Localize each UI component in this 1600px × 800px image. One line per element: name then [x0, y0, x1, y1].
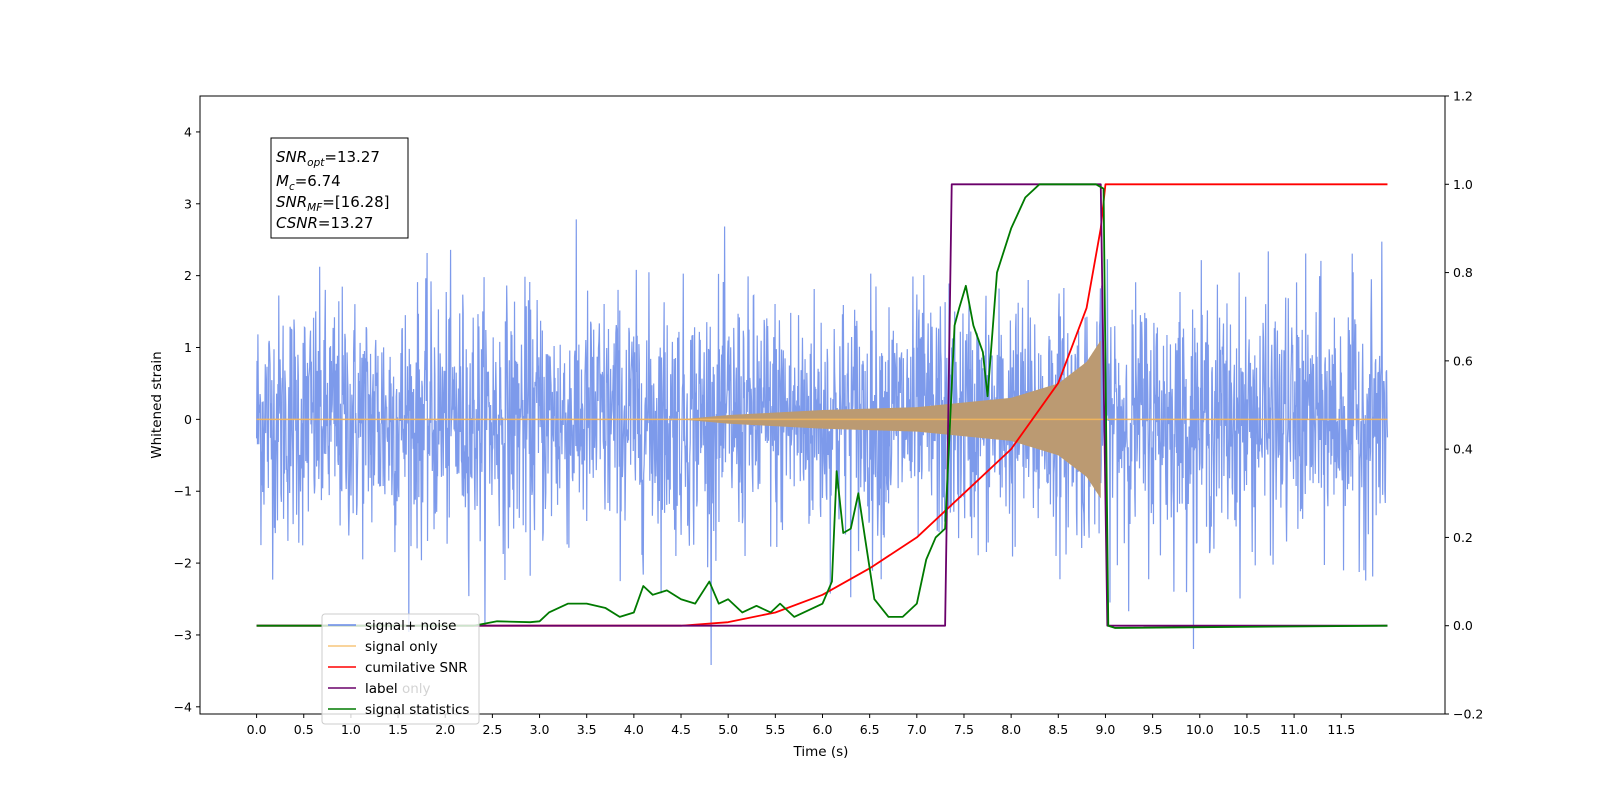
- y2-tick-label: 1.0: [1453, 177, 1473, 192]
- y2-tick-label: −0.2: [1453, 707, 1483, 722]
- y-tick-label: 3: [184, 196, 192, 211]
- x-tick-label: 6.0: [813, 722, 833, 737]
- csnr-value: =13.27: [318, 214, 374, 232]
- y-tick-label: 1: [184, 340, 192, 355]
- y2-tick-label: 1.2: [1453, 89, 1473, 104]
- y-tick-label: −4: [174, 699, 192, 714]
- y-axis-label: Whitened strain: [149, 351, 165, 458]
- x-tick-label: 9.0: [1096, 722, 1116, 737]
- series-signal-noise-line: [255, 219, 1389, 666]
- x-tick-label: 8.5: [1048, 722, 1068, 737]
- y2-tick-label: 0.8: [1453, 265, 1473, 280]
- y-tick-label: 0: [184, 412, 192, 427]
- x-tick-label: 11.5: [1327, 722, 1355, 737]
- x-tick-label: 0.5: [294, 722, 314, 737]
- snr-annotation-box: SNRopt=13.27 Mc=6.74 SNRMF=[16.28] CSNR=…: [270, 137, 409, 239]
- series-label-line: [256, 183, 1388, 627]
- svg-text:Mc=6.74: Mc=6.74: [276, 172, 341, 193]
- legend-label-4: label only: [365, 681, 431, 697]
- x-tick-label: 4.5: [671, 722, 691, 737]
- legend-label-2: cumilative SNR: [365, 660, 468, 676]
- x-tick-label: 11.0: [1280, 722, 1308, 737]
- y-tick-label: −2: [174, 556, 192, 571]
- legend-label-5: signal statistics: [365, 702, 469, 718]
- y2-tick-label: 0.6: [1453, 353, 1473, 368]
- x-tick-label: 2.5: [482, 722, 502, 737]
- legend-label-1: signal only: [365, 639, 438, 655]
- y2-tick-label: 0.0: [1453, 618, 1473, 633]
- svg-text:SNRopt=13.27: SNRopt=13.27: [276, 148, 380, 169]
- x-tick-label: 3.5: [577, 722, 597, 737]
- x-tick-label: 2.0: [435, 722, 455, 737]
- legend-label-0: signal+ noise: [365, 618, 456, 634]
- y-axis-right: 1.2 1.0 0.8 0.6 0.4 0.2 0.0 −0.2: [1445, 89, 1483, 722]
- x-tick-label: 5.5: [765, 722, 785, 737]
- x-tick-label: 7.0: [907, 722, 927, 737]
- x-tick-label: 4.0: [624, 722, 644, 737]
- svg-text:CSNR=13.27: CSNR=13.27: [276, 214, 373, 232]
- x-tick-label: 9.5: [1143, 722, 1163, 737]
- x-tick-label: 8.0: [1001, 722, 1021, 737]
- svg-text:SNRMF=[16.28]: SNRMF=[16.28]: [276, 193, 390, 214]
- y-tick-label: 2: [184, 268, 192, 283]
- x-tick-label: 6.5: [860, 722, 880, 737]
- y-tick-label: −3: [174, 627, 192, 642]
- x-tick-label: 1.0: [341, 722, 361, 737]
- x-axis: 0.0 0.5 1.0 1.5 2.0 2.5 3.0 3.5 4.0 4.5 5.0 5.5 6.0 6…: [247, 714, 1355, 737]
- x-tick-label: 3.0: [530, 722, 550, 737]
- series-cumilative-snr-line: [256, 183, 1388, 627]
- series-signal-statistics-line: [256, 183, 1388, 629]
- x-tick-label: 5.0: [718, 722, 738, 737]
- y-tick-label: 4: [184, 124, 192, 139]
- y2-tick-label: 0.4: [1453, 442, 1473, 457]
- series-layer: [255, 183, 1389, 666]
- y-axis-left: 4 3 2 1 0 −1 −2 −3 −4: [174, 124, 200, 714]
- snr-mf-value: =[16.28]: [322, 193, 389, 211]
- y-tick-label: −1: [174, 484, 192, 499]
- x-tick-label: 10.0: [1186, 722, 1214, 737]
- x-tick-label: 0.0: [247, 722, 267, 737]
- x-axis-label: Time (s): [793, 744, 849, 760]
- mc-value: =6.74: [295, 172, 341, 190]
- x-tick-label: 1.5: [388, 722, 408, 737]
- legend: signal+ noise signal only cumilative SNR…: [321, 613, 480, 725]
- y2-tick-label: 0.2: [1453, 530, 1473, 545]
- x-tick-label: 10.5: [1233, 722, 1261, 737]
- snr-opt-value: =13.27: [324, 148, 380, 166]
- x-tick-label: 7.5: [954, 722, 974, 737]
- legend-label-3: label: [365, 681, 398, 697]
